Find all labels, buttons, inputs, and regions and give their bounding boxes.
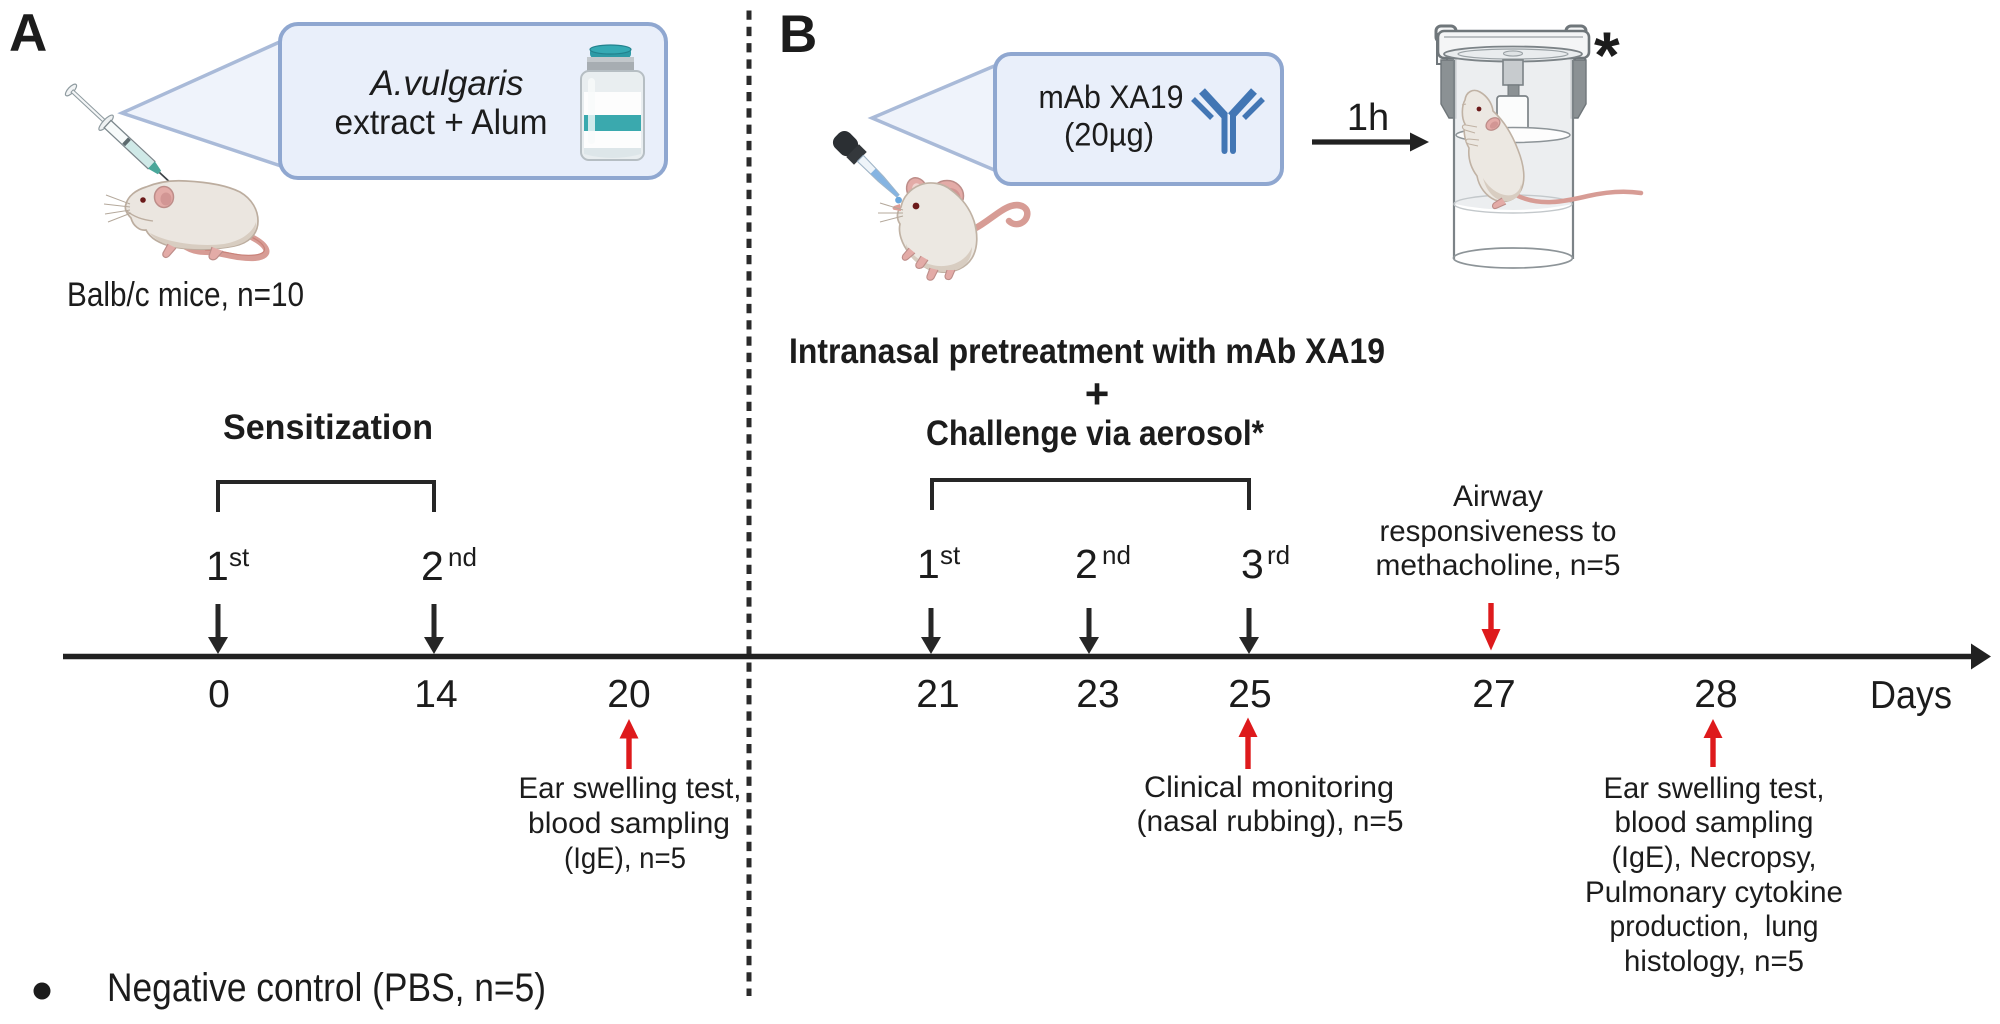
svg-text:1: 1 [206,543,229,589]
svg-text:25: 25 [1228,673,1271,716]
svg-text:27: 27 [1472,673,1515,716]
svg-text:Balb/c mice, n=10: Balb/c mice, n=10 [67,276,304,314]
svg-text:Ear swelling test,: Ear swelling test, [519,772,742,805]
svg-text:nd: nd [1102,540,1131,570]
svg-text:st: st [940,540,961,570]
svg-text:production, lung: production, lung [1610,910,1819,943]
svg-text:1: 1 [917,541,940,587]
svg-text:Airway: Airway [1453,480,1543,513]
svg-text:23: 23 [1076,673,1119,716]
svg-text:2: 2 [421,543,444,589]
svg-text:21: 21 [916,673,959,716]
svg-text:Days: Days [1870,674,1952,717]
svg-text:(IgE), n=5: (IgE), n=5 [564,842,686,875]
svg-text:Challenge via aerosol*: Challenge via aerosol* [926,414,1264,453]
svg-text:1h: 1h [1347,97,1389,139]
svg-text:*: * [1594,18,1620,92]
svg-text:st: st [229,542,250,572]
svg-text:responsiveness to: responsiveness to [1380,515,1617,548]
svg-text:rd: rd [1267,540,1290,570]
svg-text:2: 2 [1075,541,1098,587]
svg-text:Sensitization: Sensitization [223,408,433,447]
svg-text:mAb XA19: mAb XA19 [1039,79,1184,115]
svg-text:(20µg): (20µg) [1064,117,1154,153]
svg-text:A: A [9,4,47,63]
svg-text:+: + [1085,370,1110,417]
svg-text:Intranasal pretreatment with m: Intranasal pretreatment with mAb XA19 [789,332,1385,371]
svg-text:28: 28 [1694,673,1737,716]
svg-text:extract + Alum: extract + Alum [335,103,548,142]
svg-text:methacholine, n=5: methacholine, n=5 [1376,549,1621,582]
svg-text:(nasal rubbing), n=5: (nasal rubbing), n=5 [1137,805,1404,838]
svg-text:nd: nd [448,542,477,572]
svg-text:0: 0 [208,673,230,716]
svg-text:B: B [779,5,817,64]
svg-text:Clinical monitoring: Clinical monitoring [1144,771,1394,804]
svg-text:(IgE), Necropsy,: (IgE), Necropsy, [1612,841,1817,874]
svg-text:20: 20 [607,673,650,716]
svg-text:3: 3 [1241,541,1264,587]
svg-text:Negative control (PBS, n=5): Negative control (PBS, n=5) [107,966,546,1010]
svg-text:A.vulgaris: A.vulgaris [369,64,524,103]
svg-text:Ear swelling test,: Ear swelling test, [1604,772,1825,805]
svg-text:blood sampling: blood sampling [1615,806,1814,839]
svg-text:histology, n=5: histology, n=5 [1624,945,1804,978]
svg-text:Pulmonary cytokine: Pulmonary cytokine [1585,876,1843,909]
svg-text:14: 14 [414,673,457,716]
svg-text:blood sampling: blood sampling [528,807,730,840]
